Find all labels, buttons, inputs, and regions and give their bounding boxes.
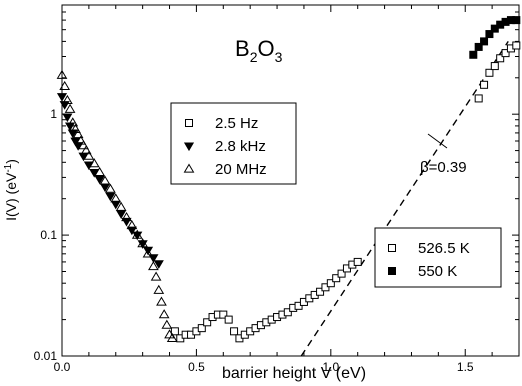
data-point-open-square — [512, 41, 521, 50]
data-point-open-triangle-up — [158, 309, 170, 319]
legend-label-526.5k: 526.5 K — [418, 240, 470, 257]
legend-marker-open-square — [185, 119, 193, 127]
data-point-filled-square — [480, 37, 489, 46]
data-point-open-triangle-up — [153, 284, 165, 294]
data-point-open-square — [485, 68, 494, 77]
data-point-open-triangle-up — [137, 238, 149, 248]
data-point-open-triangle-up — [75, 135, 87, 145]
data-point-filled-square — [512, 16, 521, 25]
data-point-open-triangle-up — [142, 248, 154, 258]
data-point-open-triangle-up — [88, 158, 100, 168]
data-point-filled-triangle-down — [62, 113, 73, 123]
data-point-open-triangle-up — [83, 150, 95, 160]
data-point-open-square — [490, 62, 499, 71]
x-tick-label: 1.5 — [457, 360, 474, 374]
data-point-open-square — [501, 49, 510, 58]
data-point-open-triangle-up — [99, 175, 111, 185]
data-point-open-square — [283, 308, 292, 317]
data-point-filled-triangle-down — [110, 200, 121, 210]
data-point-open-triangle-up — [166, 332, 178, 342]
data-point-open-square — [353, 257, 362, 266]
data-point-open-triangle-up — [70, 123, 81, 133]
data-point-open-square — [230, 327, 239, 336]
data-point-open-square — [496, 54, 505, 63]
plot-frame — [61, 4, 520, 357]
y-tick-label: 0.1 — [40, 228, 57, 242]
legend-marker-open-triangle-up — [183, 163, 195, 173]
data-point-open-triangle-up — [110, 193, 122, 203]
legend-label-2.5hz: 2.5 Hz — [215, 115, 258, 132]
data-points-group — [56, 16, 521, 343]
data-point-open-triangle-up — [161, 319, 173, 329]
data-point-open-square — [316, 287, 325, 296]
legend-frequency: 2.5 Hz 2.8 kHz 20 MHz — [170, 102, 297, 185]
data-point-open-square — [326, 279, 335, 288]
data-point-filled-square — [485, 30, 494, 39]
data-point-open-triangle-up — [150, 271, 162, 281]
data-point-open-square — [197, 324, 206, 333]
x-tick-label: 0.0 — [54, 360, 71, 374]
data-point-open-triangle-up — [78, 140, 89, 150]
x-axis-label: barrier height V (eV) — [222, 365, 366, 382]
data-point-open-square — [219, 310, 228, 319]
y-tick-label: 0.01 — [34, 349, 58, 363]
legend-label-20mhz: 20 MHz — [215, 161, 267, 178]
data-point-open-triangle-up — [94, 166, 106, 177]
legend-temperature-box — [374, 227, 502, 288]
data-point-open-triangle-up — [156, 296, 167, 306]
data-point-open-triangle-up — [64, 103, 76, 113]
data-point-open-triangle-up — [121, 211, 132, 222]
data-point-filled-triangle-down — [56, 93, 68, 102]
beta-annotation-leader — [427, 133, 448, 149]
x-tick-label: 0.5 — [188, 360, 205, 374]
axes-group: 0.0 0.5 1.0 1.5 0.01 0.1 1 — [34, 4, 520, 374]
legend-marker-filled-square — [388, 267, 396, 275]
data-point-open-square — [203, 318, 212, 327]
data-point-open-triangle-up — [126, 220, 138, 230]
data-point-open-square — [321, 283, 330, 292]
data-point-open-triangle-up — [115, 201, 127, 211]
data-point-filled-triangle-down — [99, 183, 111, 193]
data-point-open-triangle-up — [105, 183, 116, 193]
data-point-open-triangle-up — [131, 229, 143, 239]
data-point-open-triangle-up — [148, 260, 159, 271]
y-axis-label: I(V) (eV-1) — [3, 159, 19, 221]
data-point-filled-square — [469, 50, 478, 59]
data-point-open-triangle-up — [67, 117, 79, 127]
data-point-open-triangle-up — [59, 80, 71, 90]
data-point-open-triangle-up — [80, 145, 92, 155]
beta-annotation: β=0.39 — [420, 159, 467, 176]
data-point-filled-triangle-down — [105, 192, 116, 202]
data-point-open-triangle-up — [62, 94, 73, 105]
legend-label-2.8khz: 2.8 kHz — [215, 138, 266, 155]
data-point-filled-triangle-down — [153, 260, 164, 269]
y-tick-label: 1 — [50, 107, 57, 121]
data-point-open-square — [224, 315, 233, 324]
data-point-filled-triangle-down — [142, 246, 154, 256]
x-tick-label: 1.0 — [322, 360, 339, 374]
data-point-open-square — [170, 327, 179, 336]
data-point-open-square — [337, 269, 346, 278]
data-point-open-square — [480, 80, 489, 89]
legend-label-550k: 550 K — [418, 263, 457, 280]
fit-line-group — [300, 41, 509, 357]
legend-temperature: 526.5 K 550 K — [374, 227, 502, 288]
data-point-open-square — [474, 94, 483, 103]
legend-marker-filled-triangle-down — [183, 142, 195, 152]
data-point-open-square — [332, 274, 341, 283]
data-point-open-triangle-up — [72, 128, 84, 139]
data-point-filled-square — [474, 42, 483, 51]
data-point-open-triangle-up — [56, 69, 68, 79]
fit-line — [300, 41, 509, 357]
legend-marker-open-square — [388, 244, 396, 252]
chart-title: B2O3 — [235, 36, 283, 65]
data-point-filled-triangle-down — [94, 175, 105, 185]
